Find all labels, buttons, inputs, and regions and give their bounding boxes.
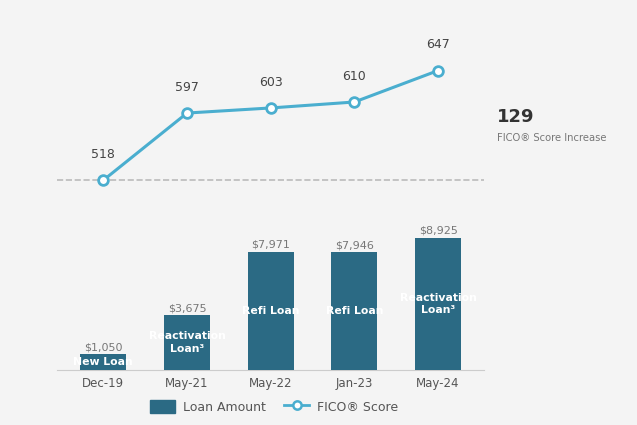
Bar [80, 354, 126, 370]
Text: Reactivation
Loan³: Reactivation Loan³ [148, 332, 225, 354]
Text: 129: 129 [497, 108, 534, 126]
Text: 603: 603 [259, 76, 283, 88]
Legend: Loan Amount, FICO® Score: Loan Amount, FICO® Score [145, 395, 403, 419]
Bar [331, 252, 378, 370]
Text: New Loan: New Loan [73, 357, 133, 367]
Bar [248, 252, 294, 370]
Text: Reactivation
Loan³: Reactivation Loan³ [399, 292, 476, 315]
Text: $1,050: $1,050 [84, 342, 122, 352]
Text: 647: 647 [426, 38, 450, 51]
Text: $7,971: $7,971 [251, 240, 290, 250]
Text: Refi Loan: Refi Loan [242, 306, 299, 316]
Text: $7,946: $7,946 [335, 241, 374, 250]
Text: 518: 518 [92, 148, 115, 161]
Text: $3,675: $3,675 [168, 303, 206, 314]
Text: Refi Loan: Refi Loan [326, 306, 383, 316]
Bar [415, 238, 461, 370]
Bar [164, 315, 210, 370]
Text: $8,925: $8,925 [419, 226, 457, 236]
Text: 597: 597 [175, 81, 199, 94]
Text: FICO® Score Increase: FICO® Score Increase [497, 133, 606, 143]
Text: 610: 610 [343, 70, 366, 82]
